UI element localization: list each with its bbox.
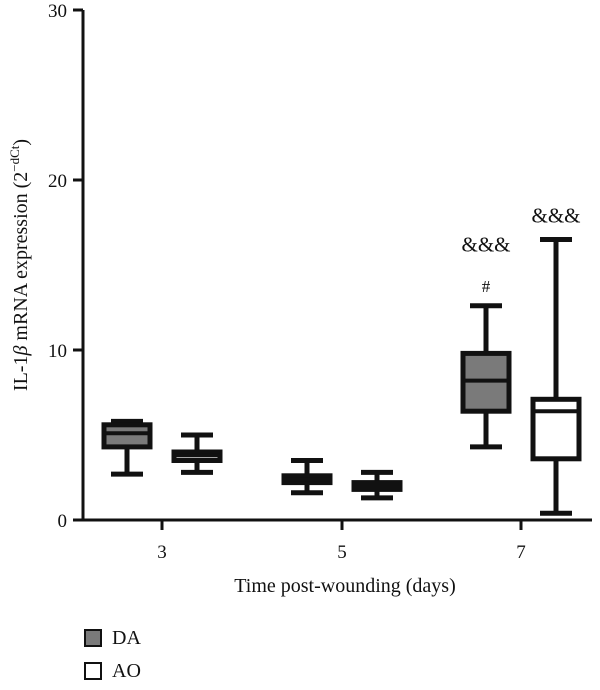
annotation-label: &&& xyxy=(531,204,580,228)
legend-item-ao: AO xyxy=(84,657,141,685)
y-tick-label: 0 xyxy=(58,511,68,532)
plot-area: 0 10 20 30 3 5 7 &&& # &&& xyxy=(48,1,592,563)
annotation-label: &&& xyxy=(461,232,510,256)
y-tick-label: 20 xyxy=(48,171,67,192)
legend-swatch-da xyxy=(84,629,102,647)
y-axis-title: IL-1β mRNA expression (2−dCt) xyxy=(7,139,32,391)
box-da-day3-box xyxy=(101,422,153,450)
x-axis-title: Time post-wounding (days) xyxy=(234,575,455,597)
x-tick-label: 5 xyxy=(337,542,347,563)
annotation-label: # xyxy=(482,277,491,296)
y-tick-label: 10 xyxy=(48,341,67,362)
box-ao-day7-box xyxy=(530,396,582,462)
x-tick-label: 3 xyxy=(157,542,167,563)
legend-item-da: DA xyxy=(84,624,141,652)
legend-swatch-ao xyxy=(84,662,102,680)
legend-label-da: DA xyxy=(112,626,141,649)
x-tick-label: 7 xyxy=(516,542,526,563)
y-tick-label: 30 xyxy=(48,1,67,22)
legend: DA AO xyxy=(84,624,141,690)
legend-label-ao: AO xyxy=(112,659,141,682)
